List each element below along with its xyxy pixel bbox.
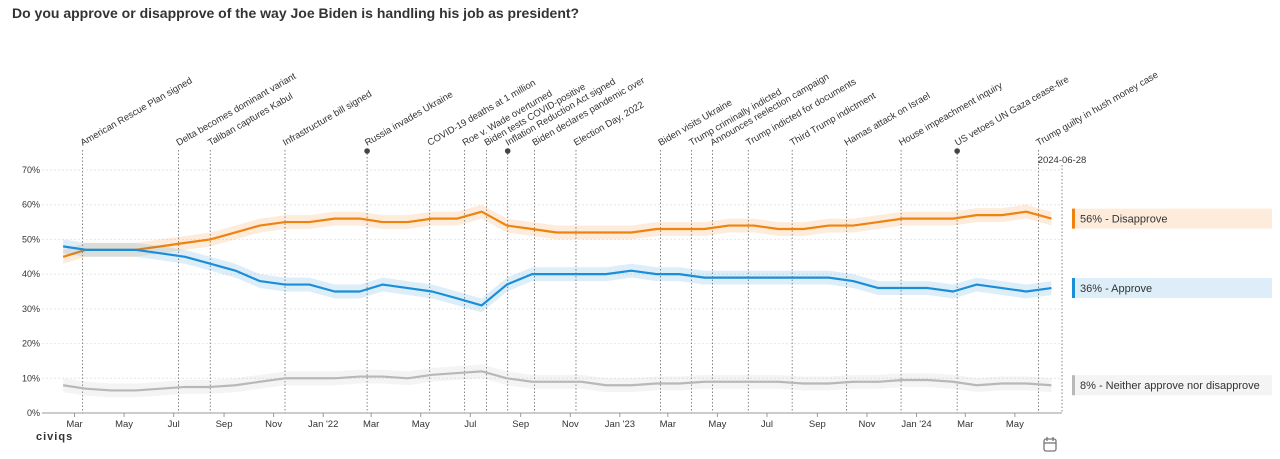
x-tick-label: Sep xyxy=(512,419,529,430)
calendar-icon[interactable] xyxy=(1043,437,1057,452)
x-tick-label: Jan '23 xyxy=(605,419,635,430)
y-tick-label: 10% xyxy=(22,373,40,383)
end-label-text: 36% - Approve xyxy=(1080,283,1152,295)
confidence-band xyxy=(63,204,1052,264)
x-tick-label: Nov xyxy=(858,419,875,430)
x-tick-label: May xyxy=(115,419,133,430)
end-label: 36% - Approve xyxy=(1072,278,1272,299)
x-tick-label: Nov xyxy=(265,419,282,430)
end-label-bg xyxy=(1072,208,1272,229)
x-tick-label: May xyxy=(412,419,430,430)
y-tick-label: 60% xyxy=(22,200,40,210)
x-tick-label: Jul xyxy=(761,419,773,430)
annotation-label: House impeachment inquiry xyxy=(897,80,1005,149)
x-tick-label: Sep xyxy=(809,419,826,430)
y-tick-label: 70% xyxy=(22,165,40,175)
end-label: 56% - Disapprove xyxy=(1072,208,1272,229)
annotation-dot xyxy=(504,148,511,154)
end-label-marker xyxy=(1072,208,1075,229)
series-line xyxy=(62,210,1052,258)
y-tick-label: 50% xyxy=(22,234,40,244)
x-tick-label: Nov xyxy=(562,419,579,430)
end-label-bg xyxy=(1072,375,1272,396)
series-line xyxy=(62,245,1052,307)
annotation-dot xyxy=(954,148,960,154)
x-tick-label: Mar xyxy=(957,419,973,430)
confidence-band xyxy=(63,239,1052,313)
end-label-text: 8% - Neither approve nor disapprove xyxy=(1080,380,1260,392)
logo: civiqs xyxy=(36,431,73,443)
annotation-label: Election Day, 2022 xyxy=(572,100,646,149)
end-label: 8% - Neither approve nor disapprove xyxy=(1072,375,1272,396)
annotation-label: Delta becomes dominant variant xyxy=(175,71,299,149)
x-tick-label: Mar xyxy=(363,419,379,430)
end-label-text: 56% - Disapprove xyxy=(1080,214,1167,226)
x-tick-label: May xyxy=(1006,419,1024,430)
y-tick-label: 30% xyxy=(22,304,40,314)
y-tick-label: 40% xyxy=(22,269,40,279)
series-line xyxy=(62,370,1052,392)
x-tick-label: Mar xyxy=(660,419,676,430)
chart-title: Do you approve or disapprove of the way … xyxy=(12,5,579,21)
y-tick-label: 20% xyxy=(22,339,40,349)
annotation-label: Infrastructure bill signed xyxy=(281,89,374,149)
end-date-label: 2024-06-28 xyxy=(1038,155,1087,166)
x-tick-label: Sep xyxy=(216,419,233,430)
x-tick-label: Jul xyxy=(168,419,180,430)
y-tick-label: 0% xyxy=(27,408,40,418)
x-tick-label: Jul xyxy=(464,419,476,430)
x-tick-label: May xyxy=(708,419,726,430)
x-tick-label: Jan '24 xyxy=(901,419,931,430)
end-label-marker xyxy=(1072,375,1075,396)
x-tick-label: Jan '22 xyxy=(308,419,338,430)
annotation-dot xyxy=(364,148,370,154)
end-label-marker xyxy=(1072,278,1075,299)
x-tick-label: Mar xyxy=(66,419,82,430)
end-label-bg xyxy=(1072,278,1272,299)
